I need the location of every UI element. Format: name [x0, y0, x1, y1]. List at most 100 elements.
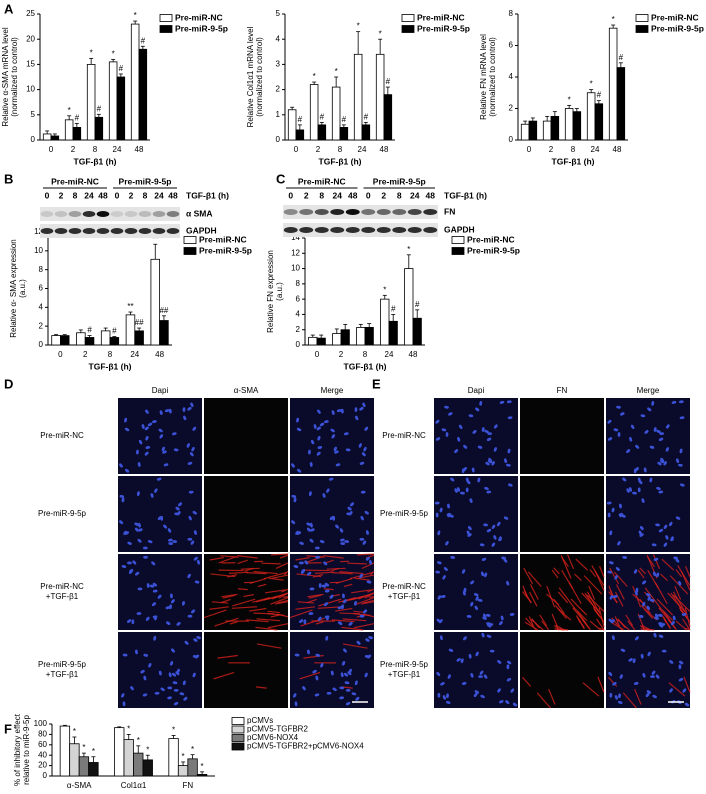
legend-label: Pre-miR-NC — [199, 234, 247, 244]
blot-strip — [40, 224, 180, 238]
nucleus — [152, 589, 158, 593]
nucleus — [170, 599, 175, 604]
nucleus — [666, 424, 670, 429]
nucleus — [478, 675, 483, 679]
significance-label: * — [191, 745, 194, 754]
panel-letter: F — [4, 721, 12, 736]
nucleus — [339, 528, 344, 533]
red-fiber — [667, 592, 686, 613]
nucleus — [122, 701, 126, 707]
nucleus — [635, 444, 640, 449]
nucleus — [309, 587, 315, 591]
blot-lane-label: 8 — [143, 190, 148, 200]
nucleus — [360, 515, 364, 521]
legend-label: pCMV5-TGFBR2+pCMV6-NOX4 — [247, 742, 364, 751]
nucleus — [658, 622, 663, 626]
nucleus — [653, 632, 657, 638]
nucleus — [291, 520, 296, 525]
nucleus — [654, 616, 659, 620]
red-fiber — [347, 562, 367, 565]
nucleus — [319, 540, 325, 544]
red-fiber — [682, 618, 691, 631]
nucleus — [638, 615, 644, 618]
nucleus — [182, 600, 185, 606]
nucleus — [450, 556, 456, 559]
red-fiber — [268, 577, 284, 581]
y-axis-label: relative to miR-9-5p — [22, 715, 31, 785]
nucleus — [187, 614, 193, 618]
nucleus — [663, 461, 667, 466]
red-fiber — [275, 562, 289, 570]
nucleus — [486, 634, 492, 638]
nucleus — [367, 654, 372, 659]
nucleus — [310, 439, 315, 445]
significance-label: * — [383, 285, 386, 294]
red-fiber — [299, 671, 321, 680]
nucleus — [616, 405, 621, 409]
blot-band — [376, 209, 391, 215]
nucleus — [142, 546, 148, 550]
nucleus — [302, 686, 306, 691]
nucleus — [137, 522, 141, 528]
y-tick-label: 14 — [291, 233, 300, 242]
nucleus — [312, 669, 317, 674]
nucleus — [682, 688, 687, 693]
nucleus — [318, 583, 322, 588]
y-tick-label: 40 — [38, 750, 47, 759]
y-tick-label: 6 — [39, 284, 44, 293]
blot-lane-label: 48 — [98, 190, 108, 200]
nucleus — [506, 664, 510, 670]
y-tick-label: 12 — [291, 248, 300, 257]
nucleus — [507, 416, 513, 420]
nucleus — [145, 435, 149, 441]
nucleus — [675, 558, 680, 563]
red-fiber — [331, 572, 353, 575]
nucleus — [158, 428, 163, 433]
y-tick-label: 2 — [39, 321, 44, 330]
nucleus — [635, 636, 639, 641]
legend-swatch — [401, 25, 415, 33]
nucleus — [173, 701, 179, 706]
red-fiber — [335, 607, 353, 612]
bar — [608, 27, 618, 141]
significance-label: # — [415, 300, 420, 309]
nucleus — [444, 405, 449, 409]
nucleus — [659, 459, 665, 464]
nucleus — [628, 658, 633, 662]
red-fiber — [637, 569, 645, 579]
nucleus — [127, 619, 132, 623]
nucleus — [499, 700, 504, 704]
red-fiber — [527, 571, 542, 587]
red-fiber — [669, 575, 689, 595]
nucleus — [359, 407, 364, 411]
nucleus — [505, 700, 510, 704]
red-fiber — [546, 585, 556, 608]
x-tick-label: 24 — [130, 350, 139, 359]
red-fiber — [622, 692, 637, 709]
nucleus — [475, 407, 480, 412]
y-tick-label: 20 — [26, 34, 35, 43]
nucleus — [473, 692, 478, 698]
nucleus — [629, 436, 633, 442]
nucleus — [322, 493, 326, 498]
nucleus — [121, 497, 125, 503]
bar — [340, 329, 350, 346]
nucleus — [363, 609, 368, 614]
nucleus — [439, 507, 443, 513]
nucleus — [145, 409, 149, 414]
y-axis-label: (normalized to control) — [488, 37, 497, 117]
red-fiber — [331, 619, 355, 623]
red-fiber — [272, 574, 289, 579]
nucleus — [434, 501, 440, 505]
nucleus — [336, 409, 342, 413]
nucleus — [645, 593, 651, 597]
red-fiber — [256, 643, 282, 649]
bar — [116, 76, 126, 141]
red-fiber — [252, 596, 270, 603]
nucleus — [345, 448, 351, 452]
bar — [316, 337, 326, 346]
nucleus — [346, 512, 352, 516]
nucleus — [671, 400, 677, 404]
nucleus — [647, 596, 651, 601]
micrograph — [606, 476, 690, 552]
